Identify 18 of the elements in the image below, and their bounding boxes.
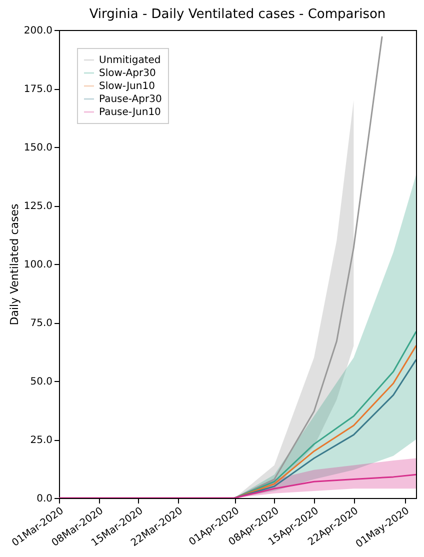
y-tick-label: 100.0 [24,260,52,270]
y-tick-label: 150.0 [24,142,52,154]
line-series [234,36,383,498]
legend-label: Unmitigated [99,55,161,66]
legend-label: Slow-Apr30 [99,68,156,79]
chart-title: Virginia - Daily Ventilated cases - Comparison [89,7,386,22]
y-tick-label: 175.0 [24,84,52,95]
legend-label: Slow-Jun10 [99,81,155,92]
legend-label: Pause-Apr30 [99,94,162,105]
y-tick-label: 50.0 [30,376,52,388]
y-tick-label: 25.0 [30,435,52,446]
y-tick-label: 0.0 [36,494,52,504]
y-tick-label: 125.0 [24,201,52,212]
line-series [59,474,416,498]
legend-label: Pause-Jun10 [99,107,161,118]
y-tick-label: 200.0 [24,26,52,36]
y-tick-label: 75.0 [30,318,52,329]
y-axis-title: Daily Ventilated cases [8,203,21,326]
